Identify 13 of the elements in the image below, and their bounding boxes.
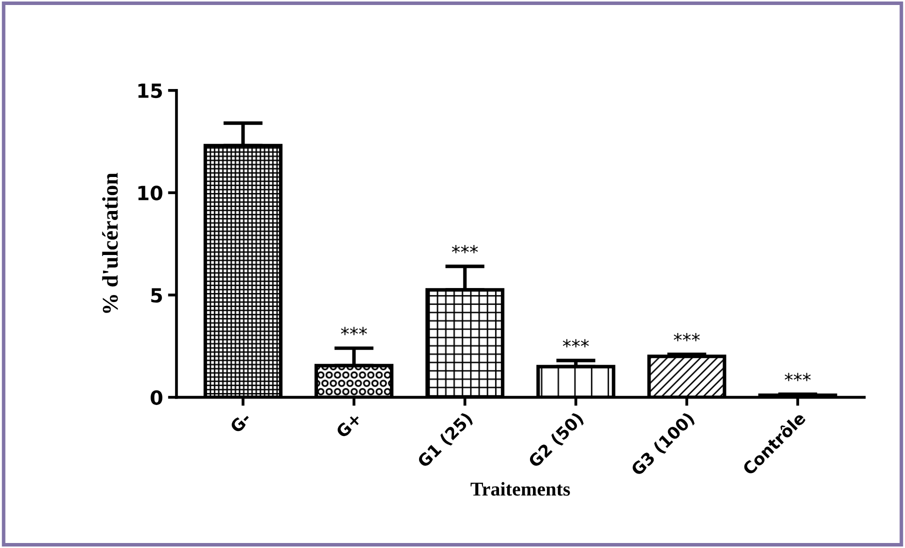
annotation: *** bbox=[452, 245, 478, 254]
y-tick-label: 5 bbox=[151, 288, 162, 303]
y-tick-label: 0 bbox=[150, 390, 162, 405]
annotation: *** bbox=[674, 333, 700, 342]
annotation: *** bbox=[340, 326, 367, 336]
annotation: *** bbox=[784, 372, 811, 382]
x-tick-label: G+ bbox=[335, 412, 362, 439]
y-axis-title: % d'ulcération bbox=[102, 172, 118, 313]
annotation: *** bbox=[562, 339, 589, 348]
y-tick-label: 15 bbox=[138, 84, 162, 98]
x-axis-title: Traitements bbox=[470, 482, 570, 496]
x-tick-label: G- bbox=[229, 411, 252, 434]
y-tick-label: 10 bbox=[138, 186, 162, 200]
